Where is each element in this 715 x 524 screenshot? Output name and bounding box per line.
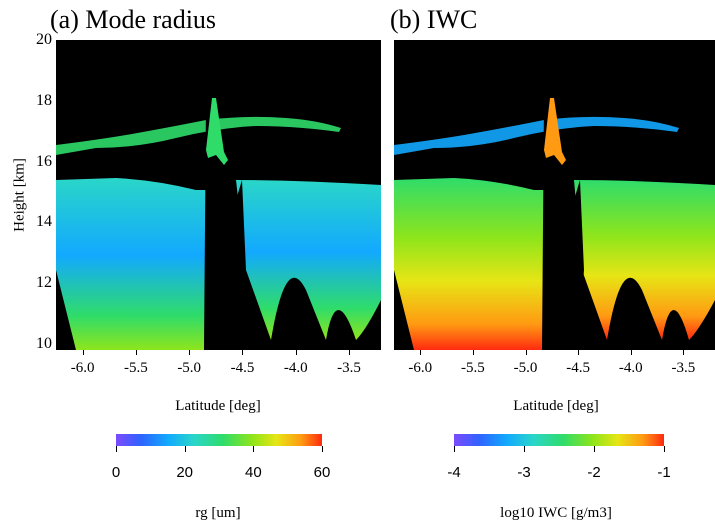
iwc-plot [394, 40, 715, 350]
x-tick-mark-a-1 [135, 350, 137, 355]
main-cloud [394, 178, 544, 350]
y-tick-label-4: 18 [36, 91, 52, 109]
x-tick-mark-b-0 [420, 350, 422, 355]
x-tick-mark-a-4 [295, 350, 297, 355]
colorbar-tick-mark-a-3 [322, 446, 323, 452]
mode-radius-plot [56, 40, 381, 350]
y-tick-label-0: 10 [36, 334, 52, 352]
x-tick-label-a-0: -6.0 [70, 360, 95, 376]
y-tick-label-3: 16 [36, 152, 52, 170]
colorbar-tick-label-b-3: -1 [657, 464, 671, 481]
colorbar-tick-mark-b-1 [524, 446, 525, 452]
colorbar-tick-mark-a-1 [184, 446, 186, 452]
x-tick-label-b-2: -5.0 [513, 360, 538, 376]
x-tick-label-b-1: -5.5 [461, 360, 485, 376]
x-axis-label-b: Latitude [deg] [513, 398, 599, 414]
panel-a-title: (a) Mode radius [50, 5, 217, 34]
colorbar-tick-mark-b-0 [454, 446, 455, 452]
dark-gap [232, 180, 246, 350]
x-axis-label-a: Latitude [deg] [175, 398, 261, 414]
x-tick-label-b-5: -3.5 [671, 360, 696, 376]
core-edge [206, 98, 228, 165]
convective-core [542, 100, 572, 350]
main-cloud-right [236, 180, 381, 340]
colorbar-tick-label-a-1: 20 [176, 464, 193, 481]
x-tick-label-b-4: -4.0 [618, 360, 643, 376]
colorbar-a [116, 434, 322, 446]
x-tick-mark-a-2 [189, 350, 191, 355]
main-cloud [56, 178, 206, 350]
dark-gap [570, 180, 584, 350]
x-tick-label-a-3: -4.5 [230, 360, 255, 376]
x-tick-label-a-4: -4.0 [283, 360, 308, 376]
colorbar-tick-label-b-1: -3 [517, 464, 531, 481]
x-tick-mark-b-2 [525, 350, 527, 355]
x-tick-label-a-2: -5.0 [177, 360, 202, 376]
x-tick-mark-b-3 [578, 350, 580, 355]
colorbar-tick-mark-a-0 [116, 446, 117, 452]
x-tick-label-a-5: -3.5 [337, 360, 361, 376]
x-tick-mark-a-3 [242, 350, 244, 355]
colorbar-b-label: log10 IWC [g/m3] [500, 505, 612, 521]
y-tick-label-1: 12 [36, 274, 52, 292]
x-tick-label-b-0: -6.0 [408, 360, 433, 376]
colorbar-b [454, 434, 664, 446]
x-tick-mark-b-5 [683, 350, 685, 355]
convective-core [204, 100, 234, 350]
colorbar-tick-mark-b-3 [664, 446, 665, 452]
y-tick-label-5: 20 [36, 31, 52, 48]
colorbar-tick-label-a-0: 0 [111, 464, 121, 481]
x-tick-label-a-1: -5.5 [124, 360, 148, 376]
upper-cloud-layer [394, 116, 679, 155]
colorbar-tick-label-a-2: 40 [244, 464, 262, 481]
colorbar-a-label: rg [um] [195, 505, 241, 521]
x-tick-mark-b-4 [630, 350, 632, 355]
colorbar-tick-label-b-2: -2 [587, 464, 601, 481]
iwc-heatmap [394, 98, 715, 350]
colorbar-tick-mark-a-2 [253, 446, 255, 452]
upper-cloud-layer [56, 116, 341, 155]
colorbar-tick-label-a-3: 60 [313, 464, 331, 481]
x-tick-mark-a-0 [82, 350, 84, 355]
colorbar-tick-mark-b-2 [594, 446, 595, 452]
x-tick-mark-a-5 [349, 350, 351, 355]
colorbar-tick-label-b-0: -4 [447, 464, 461, 481]
core-edge [544, 98, 566, 165]
main-cloud-right [574, 180, 715, 340]
y-tick-label-2: 14 [36, 213, 52, 231]
mode-radius-heatmap [56, 98, 381, 350]
x-tick-mark-b-1 [472, 350, 474, 355]
panel-b-title: (b) IWC [390, 5, 478, 34]
x-tick-label-b-3: -4.5 [566, 360, 591, 376]
